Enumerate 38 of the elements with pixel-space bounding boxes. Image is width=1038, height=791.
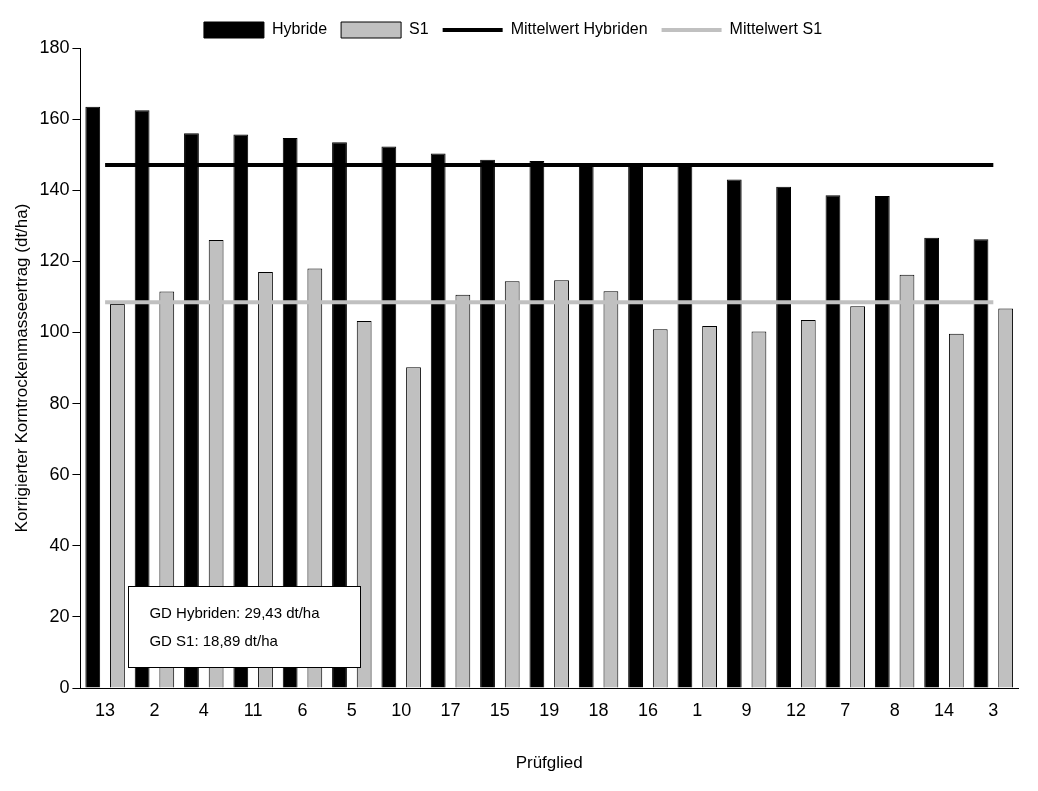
x-tick-label: 2	[149, 699, 160, 720]
x-tick-label: 6	[297, 699, 308, 720]
x-tick-label: 14	[933, 699, 954, 720]
x-tick-label: 3	[988, 699, 999, 720]
y-tick-label: 60	[49, 463, 70, 484]
y-axis-title: Korrigierter Korntrockenmasseertrag (dt/ha)	[11, 203, 31, 533]
annotation: GD S1: 18,89 dt/ha	[149, 631, 279, 651]
x-tick-label: 17	[440, 699, 461, 720]
x-tick-label: 18	[588, 699, 609, 720]
legend-label: S1	[409, 20, 429, 38]
x-tick-label: 11	[243, 699, 263, 720]
y-tick-label: 40	[49, 534, 70, 555]
x-tick-label: 1	[692, 699, 703, 720]
x-tick-label: 10	[391, 699, 412, 720]
x-tick-label: 8	[889, 699, 900, 720]
y-tick-label: 80	[49, 392, 70, 413]
x-axis-title: Prüfglied	[515, 753, 583, 773]
y-tick-label: 20	[49, 605, 70, 626]
y-tick-label: 100	[39, 321, 70, 342]
y-tick-label: 0	[59, 676, 70, 697]
x-tick-label: 7	[840, 699, 851, 720]
x-tick-label: 16	[637, 699, 658, 720]
x-tick-label: 4	[198, 699, 209, 720]
y-tick-label: 180	[39, 36, 70, 57]
y-tick-label: 140	[39, 179, 70, 200]
legend-label: Hybride	[271, 20, 328, 38]
x-tick-label: 13	[95, 699, 116, 720]
y-tick-label: 160	[39, 108, 70, 129]
x-tick-label: 19	[539, 699, 560, 720]
note-box: GD Hybriden: 29,43 dt/ha GD S1: 18,89 dt/ha	[128, 586, 361, 668]
x-tick-label: 9	[741, 699, 752, 720]
x-tick-label: 5	[346, 699, 357, 720]
x-tick-label: 15	[489, 699, 510, 720]
y-tick-label: 120	[39, 250, 70, 271]
legend-label: Mittelwert S1	[729, 20, 823, 38]
annotation: GD Hybriden: 29,43 dt/ha	[149, 603, 320, 623]
x-tick-label: 12	[785, 699, 806, 720]
legend-label: Mittelwert Hybriden	[510, 20, 648, 38]
